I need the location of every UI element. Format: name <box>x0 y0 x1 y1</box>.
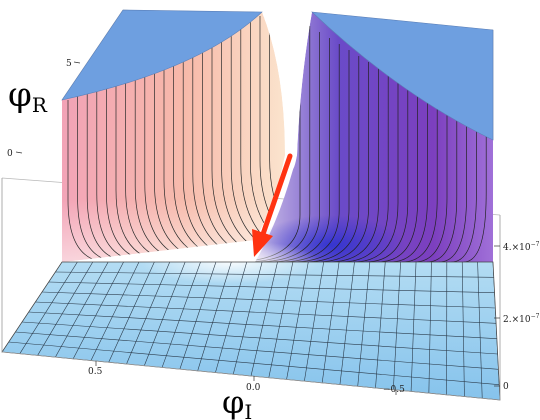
svg-text:4.×10−7: 4.×10−7 <box>503 241 540 253</box>
phi-i-tick-neg-0.5: −0.5 <box>383 385 405 395</box>
wall-mesh-line <box>463 134 487 262</box>
svg-text:0: 0 <box>7 149 13 159</box>
phi-i-tick-0.5: 0.5 <box>88 361 103 377</box>
central-ridge <box>262 12 312 170</box>
floor-grid-line <box>144 262 186 366</box>
floor-grid-line <box>19 262 78 354</box>
floor-grid-line <box>55 262 109 358</box>
wall-mesh-line <box>269 12 285 262</box>
floor-grid-line <box>357 262 371 387</box>
phi-i-axis-title: φI <box>222 383 252 420</box>
z-tick-4e-7: 4.×10−7 <box>494 241 540 253</box>
floor-grid-line <box>55 271 494 278</box>
floor-grid-line <box>21 321 498 355</box>
floor-grid-line <box>268 262 294 378</box>
wall-mesh-line <box>230 28 285 262</box>
floor-grid-line <box>108 262 155 363</box>
svg-text:0.0: 0.0 <box>246 383 261 393</box>
z-tick-2e-7: 2.×10−7 <box>494 313 540 325</box>
z-tick-0: 0 <box>494 382 509 392</box>
wall-mesh-line <box>316 62 369 262</box>
floor-grid-line <box>286 262 309 380</box>
floor-grid-line <box>304 262 324 382</box>
floor-grid-line <box>250 262 278 377</box>
floor-grid-line <box>8 341 500 385</box>
floor-grid-line <box>72 262 124 359</box>
phi-r-axis-title: φR <box>8 75 48 117</box>
floor-grid-line <box>215 262 248 373</box>
wall-mesh-line <box>414 110 448 262</box>
floor-grid-line <box>197 262 232 371</box>
floor-grid-line <box>477 262 483 399</box>
svg-text:5: 5 <box>66 59 72 69</box>
svg-text:0: 0 <box>503 382 509 392</box>
wall-mesh-line <box>221 32 285 262</box>
floor-grid-line <box>15 331 499 370</box>
wall-mesh-line <box>328 68 379 262</box>
phi-r-tick-0: 0 <box>7 149 23 159</box>
wall-mesh-line <box>340 74 389 262</box>
floor-grid-line <box>321 262 340 383</box>
plateau <box>61 9 494 141</box>
floor-grid-line <box>375 262 386 389</box>
wall-mesh-line <box>439 122 467 262</box>
phi-i-tick-0.0: 0.0 <box>246 376 261 393</box>
wall-mesh-line <box>426 116 458 262</box>
floor-grid-line <box>339 262 355 385</box>
floor-grid-line <box>37 262 94 356</box>
floor-grid-line <box>161 262 201 368</box>
wall-mesh-line <box>365 86 409 262</box>
wall-mesh-line <box>389 98 428 262</box>
floor-grid-line <box>232 262 263 375</box>
phi-r-tick-5: 5 <box>66 59 81 69</box>
wall-mesh-line <box>377 92 418 262</box>
wall-mesh-line <box>402 104 438 262</box>
floor <box>1 240 501 401</box>
floor-grid-line <box>410 262 417 392</box>
floor-grid-line <box>461 262 465 397</box>
floor-grid-line <box>48 281 495 293</box>
floor-grid-line <box>392 262 401 390</box>
floor-grid-line <box>35 301 497 324</box>
svg-text:−0.5: −0.5 <box>383 385 405 395</box>
floor-grid-line <box>41 291 496 309</box>
wall-mesh-line <box>451 128 477 262</box>
floor-grid-line <box>179 262 217 370</box>
svg-text:0.5: 0.5 <box>88 367 103 377</box>
wall-mesh-line <box>352 80 399 262</box>
trajectory-arrow <box>252 153 293 257</box>
floor-grid-line <box>28 311 497 339</box>
floor-grid-line <box>90 262 140 361</box>
svg-text:2.×10−7: 2.×10−7 <box>503 313 540 325</box>
floor-grid-line <box>428 262 432 394</box>
floor-grid-line <box>126 262 171 365</box>
phi-i-axis: 0.5 0.0 −0.5 φI <box>88 361 405 420</box>
z-axis: 4.×10−7 2.×10−7 0 <box>494 241 540 392</box>
phi-r-axis: 5 0 φR <box>7 59 81 159</box>
